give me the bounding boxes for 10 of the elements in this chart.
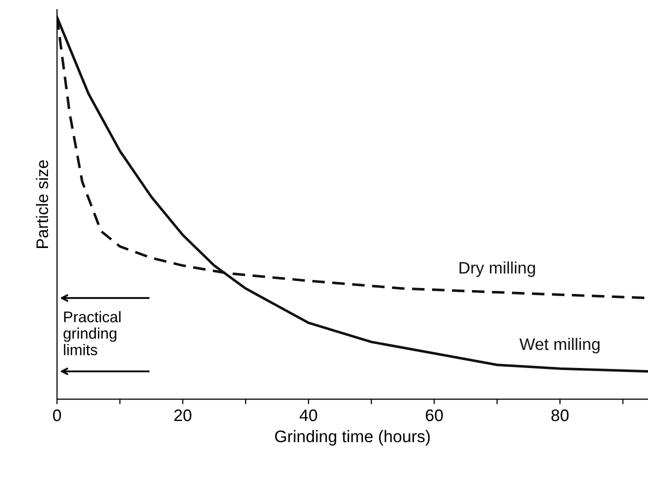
series-label: Wet milling — [519, 338, 600, 354]
x-tick-label: 60 — [426, 409, 443, 422]
x-tick-label: 0 — [53, 409, 62, 422]
annotation: Practical grinding limits — [64, 311, 120, 356]
x-tick-label: 80 — [551, 409, 569, 422]
series-label: Dry milling — [460, 261, 535, 277]
x-tick-label: 20 — [174, 409, 192, 422]
x-tick-label: 40 — [300, 409, 318, 422]
x-axis-title: Grinding time (hours) — [275, 430, 430, 446]
y-axis-title: Particle size — [36, 160, 48, 248]
